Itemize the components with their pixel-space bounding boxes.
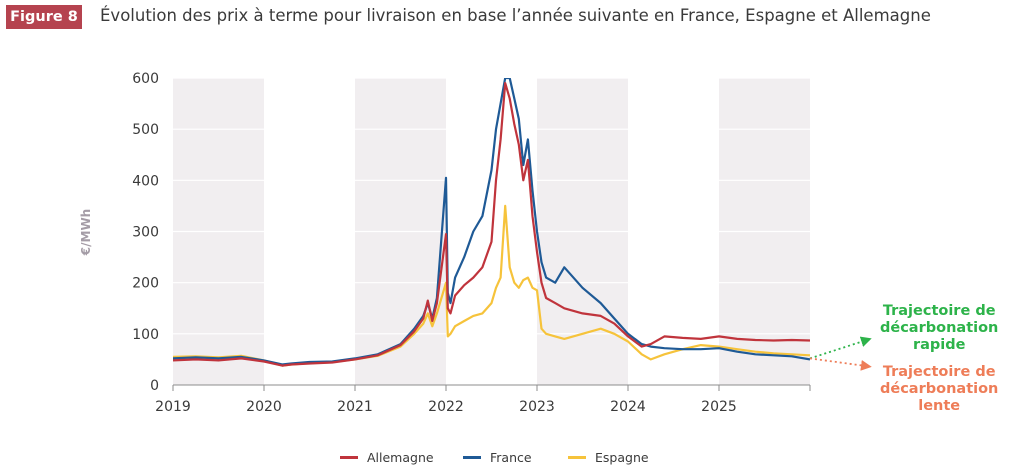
y-tick-label-100: 100 <box>132 327 159 343</box>
x-tick-label-2024: 2024 <box>610 399 646 415</box>
legend-item-allemagne: Allemagne <box>340 450 434 465</box>
legend-item-france: France <box>463 450 532 465</box>
y-tick-label-200: 200 <box>132 276 159 292</box>
scenario-fast-line-3: rapide <box>912 337 966 353</box>
legend-label-france: France <box>490 450 532 465</box>
x-tick-label-2020: 2020 <box>246 399 282 415</box>
x-tick-label-2021: 2021 <box>337 399 373 415</box>
legend-swatch-france <box>463 456 481 459</box>
x-tick-label-2025: 2025 <box>701 399 737 415</box>
chart-legend: Allemagne France Espagne <box>0 450 1024 468</box>
x-tick-label-2019: 2019 <box>155 399 191 415</box>
legend-label-espagne: Espagne <box>595 450 649 465</box>
legend-item-espagne: Espagne <box>568 450 649 465</box>
scenario-fast-line-1: Trajectoire de <box>882 303 996 319</box>
scenario-slow-line-1: Trajectoire de <box>882 364 996 380</box>
y-tick-label-300: 300 <box>132 225 159 241</box>
projection-arrow-slow <box>809 357 872 371</box>
scenario-slow-line-3: lente <box>918 398 961 414</box>
y-tick-label-400: 400 <box>132 173 159 189</box>
y-tick-label-500: 500 <box>132 122 159 138</box>
x-tick-label-2022: 2022 <box>428 399 464 415</box>
y-tick-label-600: 600 <box>132 71 159 87</box>
y-tick-label-0: 0 <box>150 378 159 394</box>
figure-title: Évolution des prix à terme pour livraiso… <box>100 6 931 25</box>
scenario-slow-line-2: décarbonation <box>880 381 999 397</box>
y-axis-label: €/MWh <box>79 208 93 256</box>
scenario-slow-label: Trajectoire de décarbonation lente <box>880 364 998 415</box>
projection-arrow-fast <box>809 336 872 360</box>
legend-swatch-allemagne <box>340 456 358 459</box>
scenario-fast-line-2: décarbonation <box>880 320 999 336</box>
scenario-fast-label: Trajectoire de décarbonation rapide <box>880 303 998 354</box>
legend-label-allemagne: Allemagne <box>367 450 434 465</box>
series-line-allemagne <box>173 82 810 367</box>
x-tick-label-2023: 2023 <box>519 399 555 415</box>
figure-badge: Figure 8 <box>6 5 82 29</box>
series-line-france <box>173 78 810 366</box>
legend-swatch-espagne <box>568 456 586 459</box>
